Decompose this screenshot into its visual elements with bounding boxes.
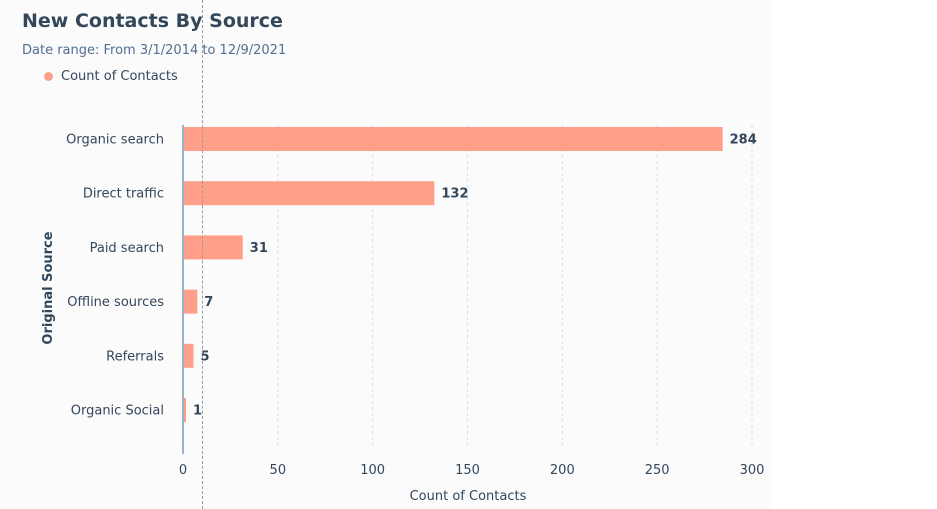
category-label: Offline sources — [67, 295, 164, 310]
x-axis-title: Count of Contacts — [410, 489, 527, 504]
legend-label: Count of Contacts — [61, 69, 178, 84]
y-axis-title: Original Source — [41, 231, 56, 344]
legend-swatch — [44, 72, 53, 81]
chart-title: New Contacts By Source — [22, 10, 283, 32]
data-label: 1 — [193, 404, 202, 419]
hover-cursor-line — [202, 0, 203, 509]
chart-legend[interactable]: Count of Contacts — [44, 69, 178, 84]
x-tick-label: 50 — [270, 463, 287, 478]
chart-subtitle: Date range: From 3/1/2014 to 12/9/2021 — [22, 43, 287, 58]
bar[interactable] — [184, 235, 243, 260]
x-tick-label: 250 — [645, 463, 670, 478]
x-tick-label: 200 — [550, 463, 575, 478]
data-label: 284 — [730, 133, 757, 148]
category-label: Direct traffic — [83, 187, 164, 202]
x-tick-label: 100 — [360, 463, 385, 478]
category-label: Paid search — [90, 241, 164, 256]
category-label: Organic search — [66, 133, 164, 148]
bar[interactable] — [184, 181, 435, 206]
bar[interactable] — [184, 343, 194, 368]
bar[interactable] — [184, 398, 186, 422]
bar[interactable] — [184, 127, 723, 151]
grid-lines — [277, 125, 753, 450]
x-tick-label: 0 — [179, 463, 187, 478]
data-label: 132 — [441, 187, 468, 202]
x-tick-label: 300 — [740, 463, 765, 478]
chart-panel — [0, 0, 772, 509]
x-tick-label: 150 — [455, 463, 480, 478]
bar[interactable] — [184, 289, 198, 314]
category-label: Referrals — [106, 349, 164, 364]
data-label: 5 — [200, 349, 209, 364]
data-label: 7 — [204, 295, 213, 310]
category-label: Organic Social — [71, 404, 164, 419]
bars — [184, 127, 723, 422]
data-label: 31 — [250, 241, 268, 256]
labels: 0 50 100 150 200 250 300 Organic search 284 Direc… — [41, 133, 764, 505]
